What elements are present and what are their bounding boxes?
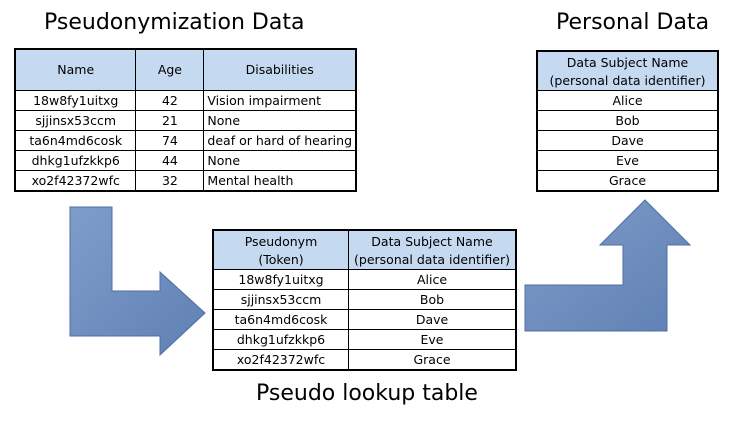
personal-data-title: Personal Data [556, 10, 710, 35]
header-line1: Data Subject Name [566, 55, 689, 70]
cell-name: dhkg1ufzkkp6 [14, 149, 137, 171]
header-disabilities: Disabilities [203, 48, 357, 91]
header-pseudonym-line1: Pseudonym [244, 234, 318, 249]
table-row: dhkg1ufzkkp6 Eve [212, 329, 517, 350]
table-row: ta6n4md6cosk 74 deaf or hard of hearing [14, 129, 357, 151]
header-subject-line1: Data Subject Name [371, 234, 493, 249]
table-row: Dave [536, 130, 719, 151]
cell-disabilities: None [203, 149, 357, 171]
table-row: Alice [536, 90, 719, 111]
cell-subject-name: Dave [348, 309, 517, 330]
table-row: ta6n4md6cosk Dave [212, 309, 517, 330]
table-row: dhkg1ufzkkp6 44 None [14, 149, 357, 171]
cell-name: ta6n4md6cosk [14, 129, 137, 151]
header-line2: (personal data identifier) [549, 73, 706, 88]
header-data-subject-name: Data Subject Name (personal data identifi… [536, 50, 719, 91]
cell-pseudonym: 18w8fy1uitxg [212, 269, 349, 290]
cell-age: 44 [135, 149, 205, 171]
cell-name: 18w8fy1uitxg [14, 89, 137, 111]
cell-age: 32 [135, 169, 205, 191]
cell-subject-name: Alice [536, 90, 719, 111]
cell-subject-name: Dave [536, 130, 719, 151]
header-subject-line2: (personal data identifier) [354, 252, 510, 267]
header-name: Name [14, 48, 137, 91]
arrow-right-up-icon [524, 199, 692, 332]
cell-subject-name: Eve [348, 329, 517, 350]
lookup-table-title: Pseudo lookup table [256, 381, 478, 406]
table-row: Bob [536, 110, 719, 131]
header-data-subject-name: Data Subject Name (personal data identifi… [348, 229, 517, 270]
cell-name: sjjinsx53ccm [14, 109, 137, 131]
cell-subject-name: Bob [348, 289, 517, 310]
cell-age: 42 [135, 89, 205, 111]
header-age: Age [135, 48, 205, 91]
cell-pseudonym: dhkg1ufzkkp6 [212, 329, 349, 350]
table-row: 18w8fy1uitxg 42 Vision impairment [14, 89, 357, 111]
table-row: xo2f42372wfc 32 Mental health [14, 169, 357, 191]
cell-disabilities: Vision impairment [203, 89, 357, 111]
cell-name: xo2f42372wfc [14, 169, 137, 191]
cell-subject-name: Bob [536, 110, 719, 131]
cell-subject-name: Eve [536, 150, 719, 171]
header-pseudonym: Pseudonym (Token) [212, 229, 349, 270]
table-row: Grace [536, 170, 719, 192]
lookup-table: Pseudonym (Token) Data Subject Name (perso… [212, 229, 517, 371]
pseudonymization-table: Name Age Disabilities 18w8fy1uitxg 42 Visi… [14, 48, 357, 192]
table-row: sjjinsx53ccm Bob [212, 289, 517, 310]
cell-age: 21 [135, 109, 205, 131]
cell-subject-name: Grace [536, 170, 719, 192]
pseudonymization-data-title: Pseudonymization Data [44, 10, 305, 35]
arrow-down-right-icon [69, 206, 206, 357]
cell-age: 74 [135, 129, 205, 151]
cell-disabilities: Mental health [203, 169, 357, 191]
cell-pseudonym: sjjinsx53ccm [212, 289, 349, 310]
table-row: Eve [536, 150, 719, 171]
cell-subject-name: Alice [348, 269, 517, 290]
cell-pseudonym: xo2f42372wfc [212, 349, 349, 371]
header-pseudonym-line2: (Token) [258, 252, 304, 267]
table-row: xo2f42372wfc Grace [212, 349, 517, 371]
table-row: 18w8fy1uitxg Alice [212, 269, 517, 290]
cell-pseudonym: ta6n4md6cosk [212, 309, 349, 330]
cell-subject-name: Grace [348, 349, 517, 371]
table-row: sjjinsx53ccm 21 None [14, 109, 357, 131]
cell-disabilities: deaf or hard of hearing [203, 129, 357, 151]
cell-disabilities: None [203, 109, 357, 131]
personal-data-table: Data Subject Name (personal data identifi… [536, 50, 719, 192]
